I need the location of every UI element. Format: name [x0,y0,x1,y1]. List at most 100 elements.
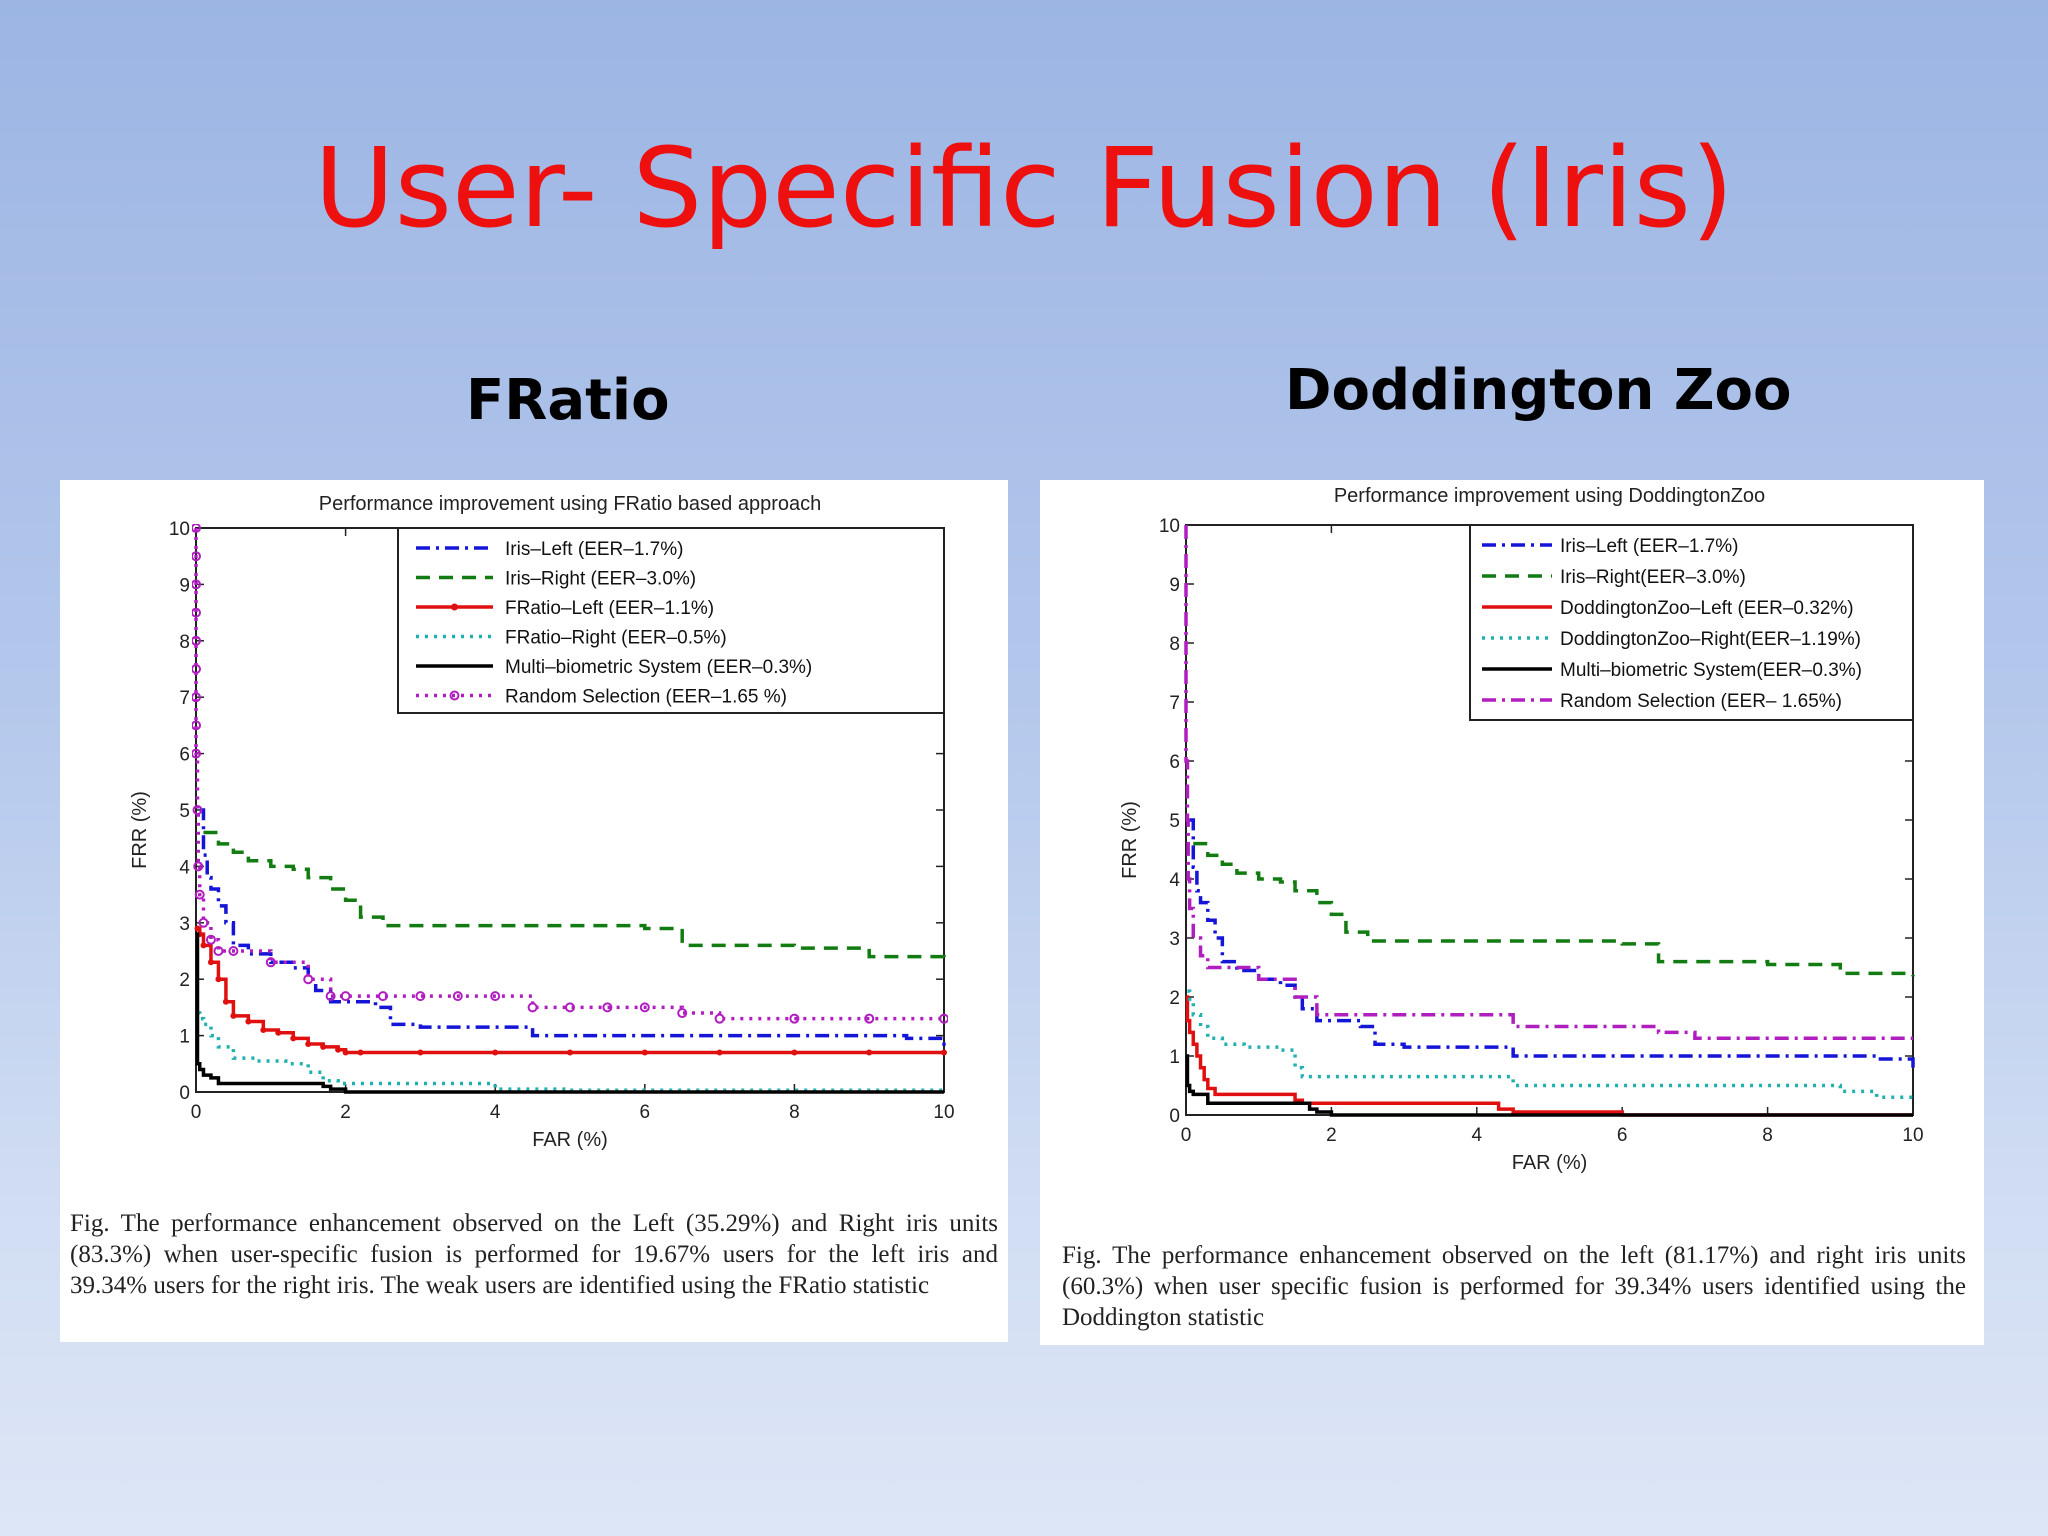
series-marker [200,942,207,949]
y-tick-label: 4 [179,857,190,878]
y-axis-label: FRR (%) [129,791,151,869]
series-marker [198,917,209,928]
series-marker [415,991,426,1002]
series-line [194,528,944,1021]
series-marker [222,998,229,1005]
series-marker [939,1013,948,1024]
chart-title: Performance improvement using FRatio bas… [319,493,821,515]
series-marker [305,1041,312,1048]
x-axis-label: FAR (%) [1512,1152,1588,1174]
legend-label: Iris–Left (EER–1.7%) [505,539,683,560]
legend-marker [451,603,458,611]
series-marker [290,1035,297,1042]
y-tick-label: 10 [1159,516,1180,537]
series-line [1185,1054,1913,1117]
series-marker [192,579,201,590]
slide-title: User- Specific Fusion (Iris) [314,124,1734,252]
y-axis-label: FRR (%) [1119,801,1141,879]
series-marker [602,1002,613,1013]
series-marker [194,925,201,932]
y-tick-label: 4 [1169,870,1180,891]
y-tick-label: 6 [1169,752,1180,773]
series-line [1193,841,1915,977]
series-marker [789,1013,800,1024]
legend-label: Random Selection (EER–1.65 %) [505,687,787,708]
series-marker [791,1049,798,1056]
x-tick-label: 0 [191,1102,202,1123]
x-tick-label: 4 [1472,1125,1483,1146]
series-marker [639,1002,650,1013]
legend-label: Iris–Left (EER–1.7%) [1560,536,1738,557]
legend-label: Random Selection (EER– 1.65%) [1560,691,1842,712]
series-marker [714,1013,725,1024]
y-tick-label: 2 [179,970,190,991]
series-line [199,808,946,1047]
x-tick-label: 2 [1326,1125,1337,1146]
y-tick-label: 9 [179,575,190,596]
y-tick-label: 2 [1169,988,1180,1009]
fratio-heading: FRatio [466,368,670,433]
series-marker [866,1049,873,1056]
series-marker [335,1046,342,1053]
series-group [192,524,948,1094]
series-marker [192,607,201,618]
chart-title: Performance improvement using Doddington… [1334,485,1765,507]
series-marker [205,934,216,945]
series-marker [215,976,222,983]
series-marker [325,991,336,1002]
x-tick-label: 10 [1902,1125,1923,1146]
series-line [195,932,944,1094]
y-tick-label: 7 [179,688,190,709]
legend-box [397,527,945,714]
series-marker [357,1049,364,1056]
y-tick-label: 5 [1169,811,1180,832]
series-marker [941,1049,947,1056]
y-tick-label: 9 [1169,575,1180,596]
doddington-chart: Performance improvement using Doddington… [1119,485,1924,1174]
y-tick-label: 8 [1169,634,1180,655]
series-marker [192,805,203,815]
legend-label: FRatio–Right (EER–0.5%) [505,628,727,649]
series-marker [275,1029,282,1036]
x-tick-label: 0 [1181,1125,1192,1146]
series-line [1185,995,1913,1117]
series-marker [192,748,201,759]
series-line [1189,818,1915,1068]
legend-label: FRatio–Left (EER–1.1%) [505,598,714,619]
series-marker [492,1049,499,1056]
x-tick-label: 10 [933,1102,954,1123]
legend-marker [449,690,460,701]
series-line [1187,989,1913,1100]
series-marker [192,692,201,703]
doddington-figure-caption: Fig. The performance enhancement observe… [1062,1242,1966,1331]
series-line [203,830,946,960]
series-marker [340,991,351,1002]
doddington-figure-panel: Performance improvement using Doddington… [1040,480,1984,1345]
y-tick-label: 6 [179,745,190,766]
x-tick-label: 8 [789,1102,800,1123]
series-marker [567,1049,573,1056]
y-tick-label: 0 [1169,1106,1180,1127]
doddington-heading: Doddington Zoo [1285,358,1792,423]
series-marker [207,959,214,966]
series-line [1184,525,1913,1041]
series-marker [342,1049,349,1056]
series-marker [716,1049,723,1056]
y-tick-label: 8 [179,632,190,653]
x-tick-label: 6 [640,1102,651,1123]
x-tick-label: 6 [1617,1125,1628,1146]
series-marker [193,861,204,872]
series-marker [490,991,501,1002]
fratio-figure-caption: Fig. The performance enhancement observe… [70,1210,998,1299]
series-marker [565,1002,575,1013]
y-tick-label: 3 [1169,929,1180,950]
x-tick-label: 4 [490,1102,501,1123]
x-tick-label: 8 [1762,1125,1773,1146]
legend-box [1469,524,1914,721]
y-tick-label: 10 [169,519,190,540]
series-marker [378,991,388,1002]
series-marker [864,1013,875,1024]
series-marker [192,664,201,674]
series-marker [320,1043,327,1050]
series-marker [230,1012,237,1019]
